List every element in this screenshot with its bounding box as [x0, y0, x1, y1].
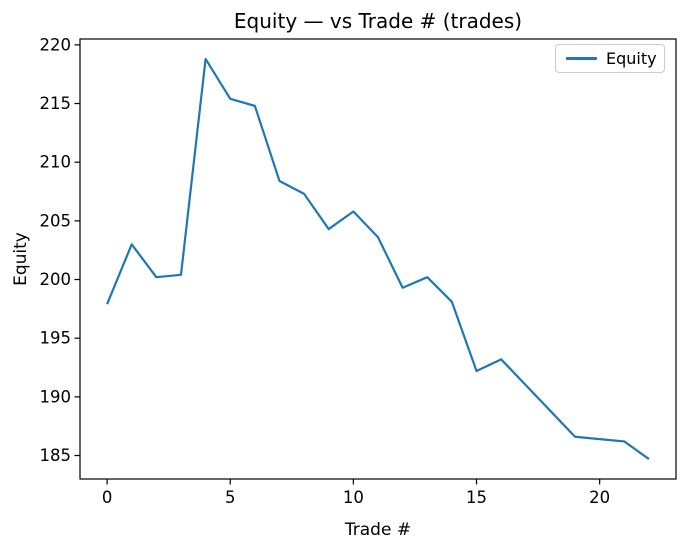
chart-title: Equity — vs Trade # (trades): [233, 9, 523, 33]
x-axis-label: Trade #: [344, 520, 412, 540]
x-tick-label: 20: [589, 488, 610, 507]
y-tick-label: 195: [40, 329, 72, 348]
legend-label: Equity: [606, 49, 657, 68]
y-tick-label: 210: [40, 153, 72, 172]
y-tick-label: 190: [40, 387, 72, 406]
x-tick-label: 0: [102, 488, 113, 507]
x-tick-label: 15: [466, 488, 487, 507]
y-tick-label: 215: [40, 94, 72, 113]
y-tick-label: 200: [40, 270, 72, 289]
y-tick-label: 185: [40, 446, 72, 465]
equity-line: [106, 57, 650, 460]
legend: Equity: [555, 44, 665, 73]
axes-frame: [79, 38, 677, 480]
legend-line-sample: [566, 57, 597, 60]
y-tick-label: 205: [40, 211, 72, 230]
y-tick-label: 220: [40, 35, 72, 54]
x-tick-label: 5: [225, 488, 236, 507]
x-tick-label: 10: [343, 488, 364, 507]
y-axis-label: Equity: [11, 232, 31, 286]
